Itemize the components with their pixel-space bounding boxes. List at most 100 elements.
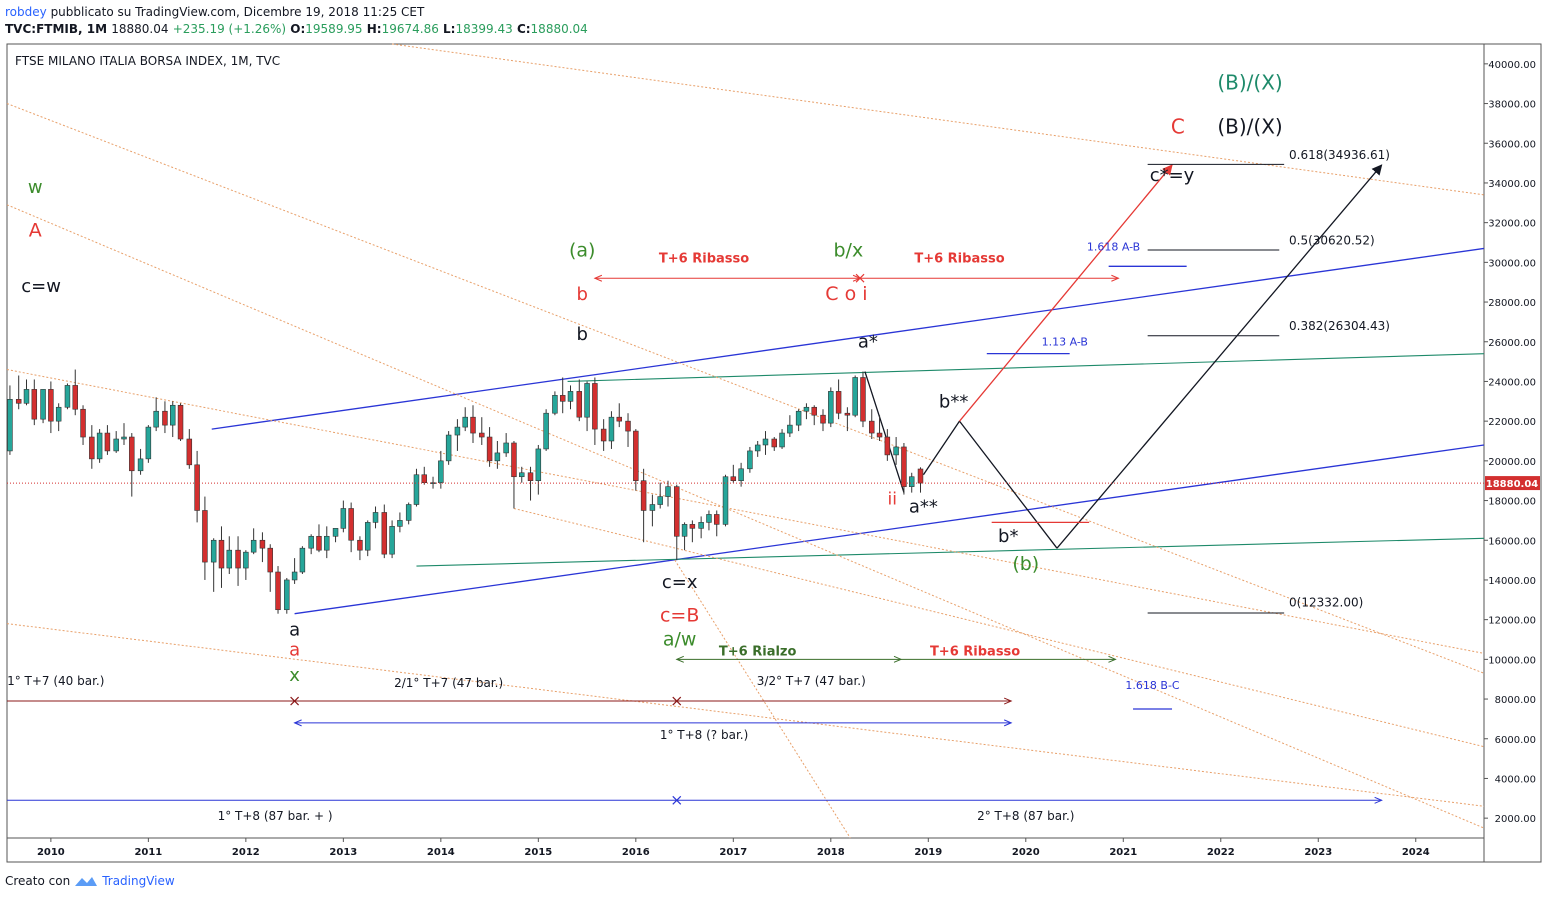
ohlc-header: TVC:FTMIB, 1M 18880.04 +235.19 (+1.26%) … bbox=[5, 22, 588, 36]
candle-body bbox=[89, 436, 95, 460]
candle-body bbox=[592, 383, 598, 430]
label-fib-0382: 0.382(26304.43) bbox=[1289, 319, 1390, 333]
candle-body bbox=[869, 420, 875, 434]
label-t6-rialzo: T+6 Rialzo bbox=[719, 644, 797, 659]
candle-38 bbox=[316, 524, 322, 553]
range-t6-ribasso-3-head bbox=[1108, 655, 1117, 663]
candle-108 bbox=[884, 429, 891, 461]
candle-10 bbox=[89, 425, 95, 469]
candle-67 bbox=[552, 391, 558, 416]
black-path-2 bbox=[958, 420, 1058, 549]
candle-83 bbox=[681, 522, 688, 551]
candle-body bbox=[348, 508, 354, 541]
candle-58 bbox=[479, 417, 485, 445]
x-tick-label: 2013 bbox=[329, 847, 357, 858]
candle-68 bbox=[559, 377, 566, 414]
label-fib-05: 0.5(30620.52) bbox=[1289, 233, 1375, 247]
label-t7-47-a: 2/1° T+7 (47 bar.) bbox=[394, 676, 503, 690]
candle-43 bbox=[357, 536, 363, 561]
label-c-w: c=w bbox=[21, 276, 61, 297]
candle-36 bbox=[299, 546, 306, 574]
label-t8-87-plus: 1° T+8 (87 bar. + ) bbox=[218, 809, 333, 823]
candle-34 bbox=[284, 577, 290, 614]
candle-35 bbox=[291, 558, 298, 584]
y-tick-label: 32000.00 bbox=[1488, 219, 1536, 230]
high-label: H: bbox=[366, 22, 382, 36]
publish-date: pubblicato su TradingView.com, Dicembre … bbox=[50, 5, 425, 19]
label-A: A bbox=[29, 220, 42, 242]
tradingview-logo-icon bbox=[75, 877, 98, 886]
candle-48 bbox=[397, 512, 403, 533]
author-link[interactable]: robdey bbox=[5, 5, 47, 19]
candle-64 bbox=[527, 466, 534, 501]
label-b-paren: (b) bbox=[1012, 553, 1039, 575]
candle-body bbox=[23, 389, 30, 404]
candle-body bbox=[494, 452, 501, 462]
last-value: 18880.04 bbox=[111, 22, 169, 36]
candle-body bbox=[479, 432, 485, 438]
candle-81 bbox=[665, 480, 671, 507]
candle-51 bbox=[421, 466, 428, 485]
x-tick-label: 2012 bbox=[232, 847, 260, 858]
y-tick-label: 20000.00 bbox=[1488, 457, 1536, 468]
candle-body bbox=[372, 512, 379, 523]
candle-12 bbox=[104, 425, 111, 455]
range-t8-1-tail bbox=[293, 719, 302, 727]
candle-body bbox=[893, 446, 899, 456]
candle-11 bbox=[96, 429, 103, 463]
candle-32 bbox=[267, 544, 273, 592]
trendline-layer bbox=[6, 43, 1485, 839]
close-value: 18880.04 bbox=[530, 22, 588, 36]
label-a-w: a/w bbox=[663, 628, 697, 650]
candle-body bbox=[438, 460, 444, 483]
candle-13 bbox=[113, 431, 119, 453]
candle-body bbox=[259, 539, 266, 549]
candle-body bbox=[852, 377, 858, 416]
low-value: 18399.43 bbox=[455, 22, 513, 36]
candle-body bbox=[901, 446, 907, 487]
x-tick-label: 2016 bbox=[622, 847, 650, 858]
candle-37 bbox=[308, 534, 314, 555]
candle-74 bbox=[608, 411, 615, 449]
label-t8-87: 2° T+8 (87 bar.) bbox=[977, 809, 1074, 823]
candle-24 bbox=[202, 496, 208, 580]
range-t6-rialzo-tail bbox=[675, 655, 684, 663]
low-label: L: bbox=[443, 22, 456, 36]
candle-body bbox=[811, 406, 817, 416]
time-axis[interactable]: 2010 2011 2012 2013 2014 2015 2016 2017 2018 2019… bbox=[37, 838, 1430, 858]
marker-2012 bbox=[290, 696, 300, 706]
orange-diag-1 bbox=[6, 103, 1485, 674]
candle-body bbox=[299, 547, 306, 573]
candle-15 bbox=[129, 433, 135, 497]
black-path-3 bbox=[1056, 164, 1383, 549]
y-tick-label: 18000.00 bbox=[1488, 497, 1536, 508]
candle-85 bbox=[698, 516, 704, 539]
tradingview-link[interactable]: TradingView bbox=[102, 874, 175, 888]
x-tick-label: 2014 bbox=[427, 847, 455, 858]
marker-2016-b bbox=[672, 795, 682, 805]
candle-body bbox=[527, 472, 534, 482]
price-axis[interactable]: 2000.00 4000.00 6000.00 8000.00 10000.00 1200… bbox=[1484, 60, 1536, 825]
candle-16 bbox=[137, 448, 144, 475]
candle-104 bbox=[852, 375, 858, 418]
candle-body bbox=[535, 448, 542, 482]
candle-body bbox=[40, 389, 46, 420]
candle-111 bbox=[908, 472, 915, 493]
candle-89 bbox=[730, 464, 737, 483]
candle-body bbox=[357, 539, 363, 551]
candle-body bbox=[397, 520, 403, 527]
candle-88 bbox=[722, 474, 729, 527]
candle-body bbox=[559, 395, 566, 402]
candle-71 bbox=[584, 381, 590, 432]
candle-body bbox=[15, 399, 22, 404]
candle-body bbox=[194, 464, 200, 511]
candle-body bbox=[218, 539, 225, 569]
y-tick-label: 30000.00 bbox=[1488, 258, 1536, 269]
last-price-text: 18880.04 bbox=[1486, 479, 1539, 490]
candle-body bbox=[308, 535, 314, 549]
black-path-1 bbox=[922, 420, 961, 476]
open-value: 19589.95 bbox=[305, 22, 363, 36]
candle-3 bbox=[31, 379, 38, 426]
